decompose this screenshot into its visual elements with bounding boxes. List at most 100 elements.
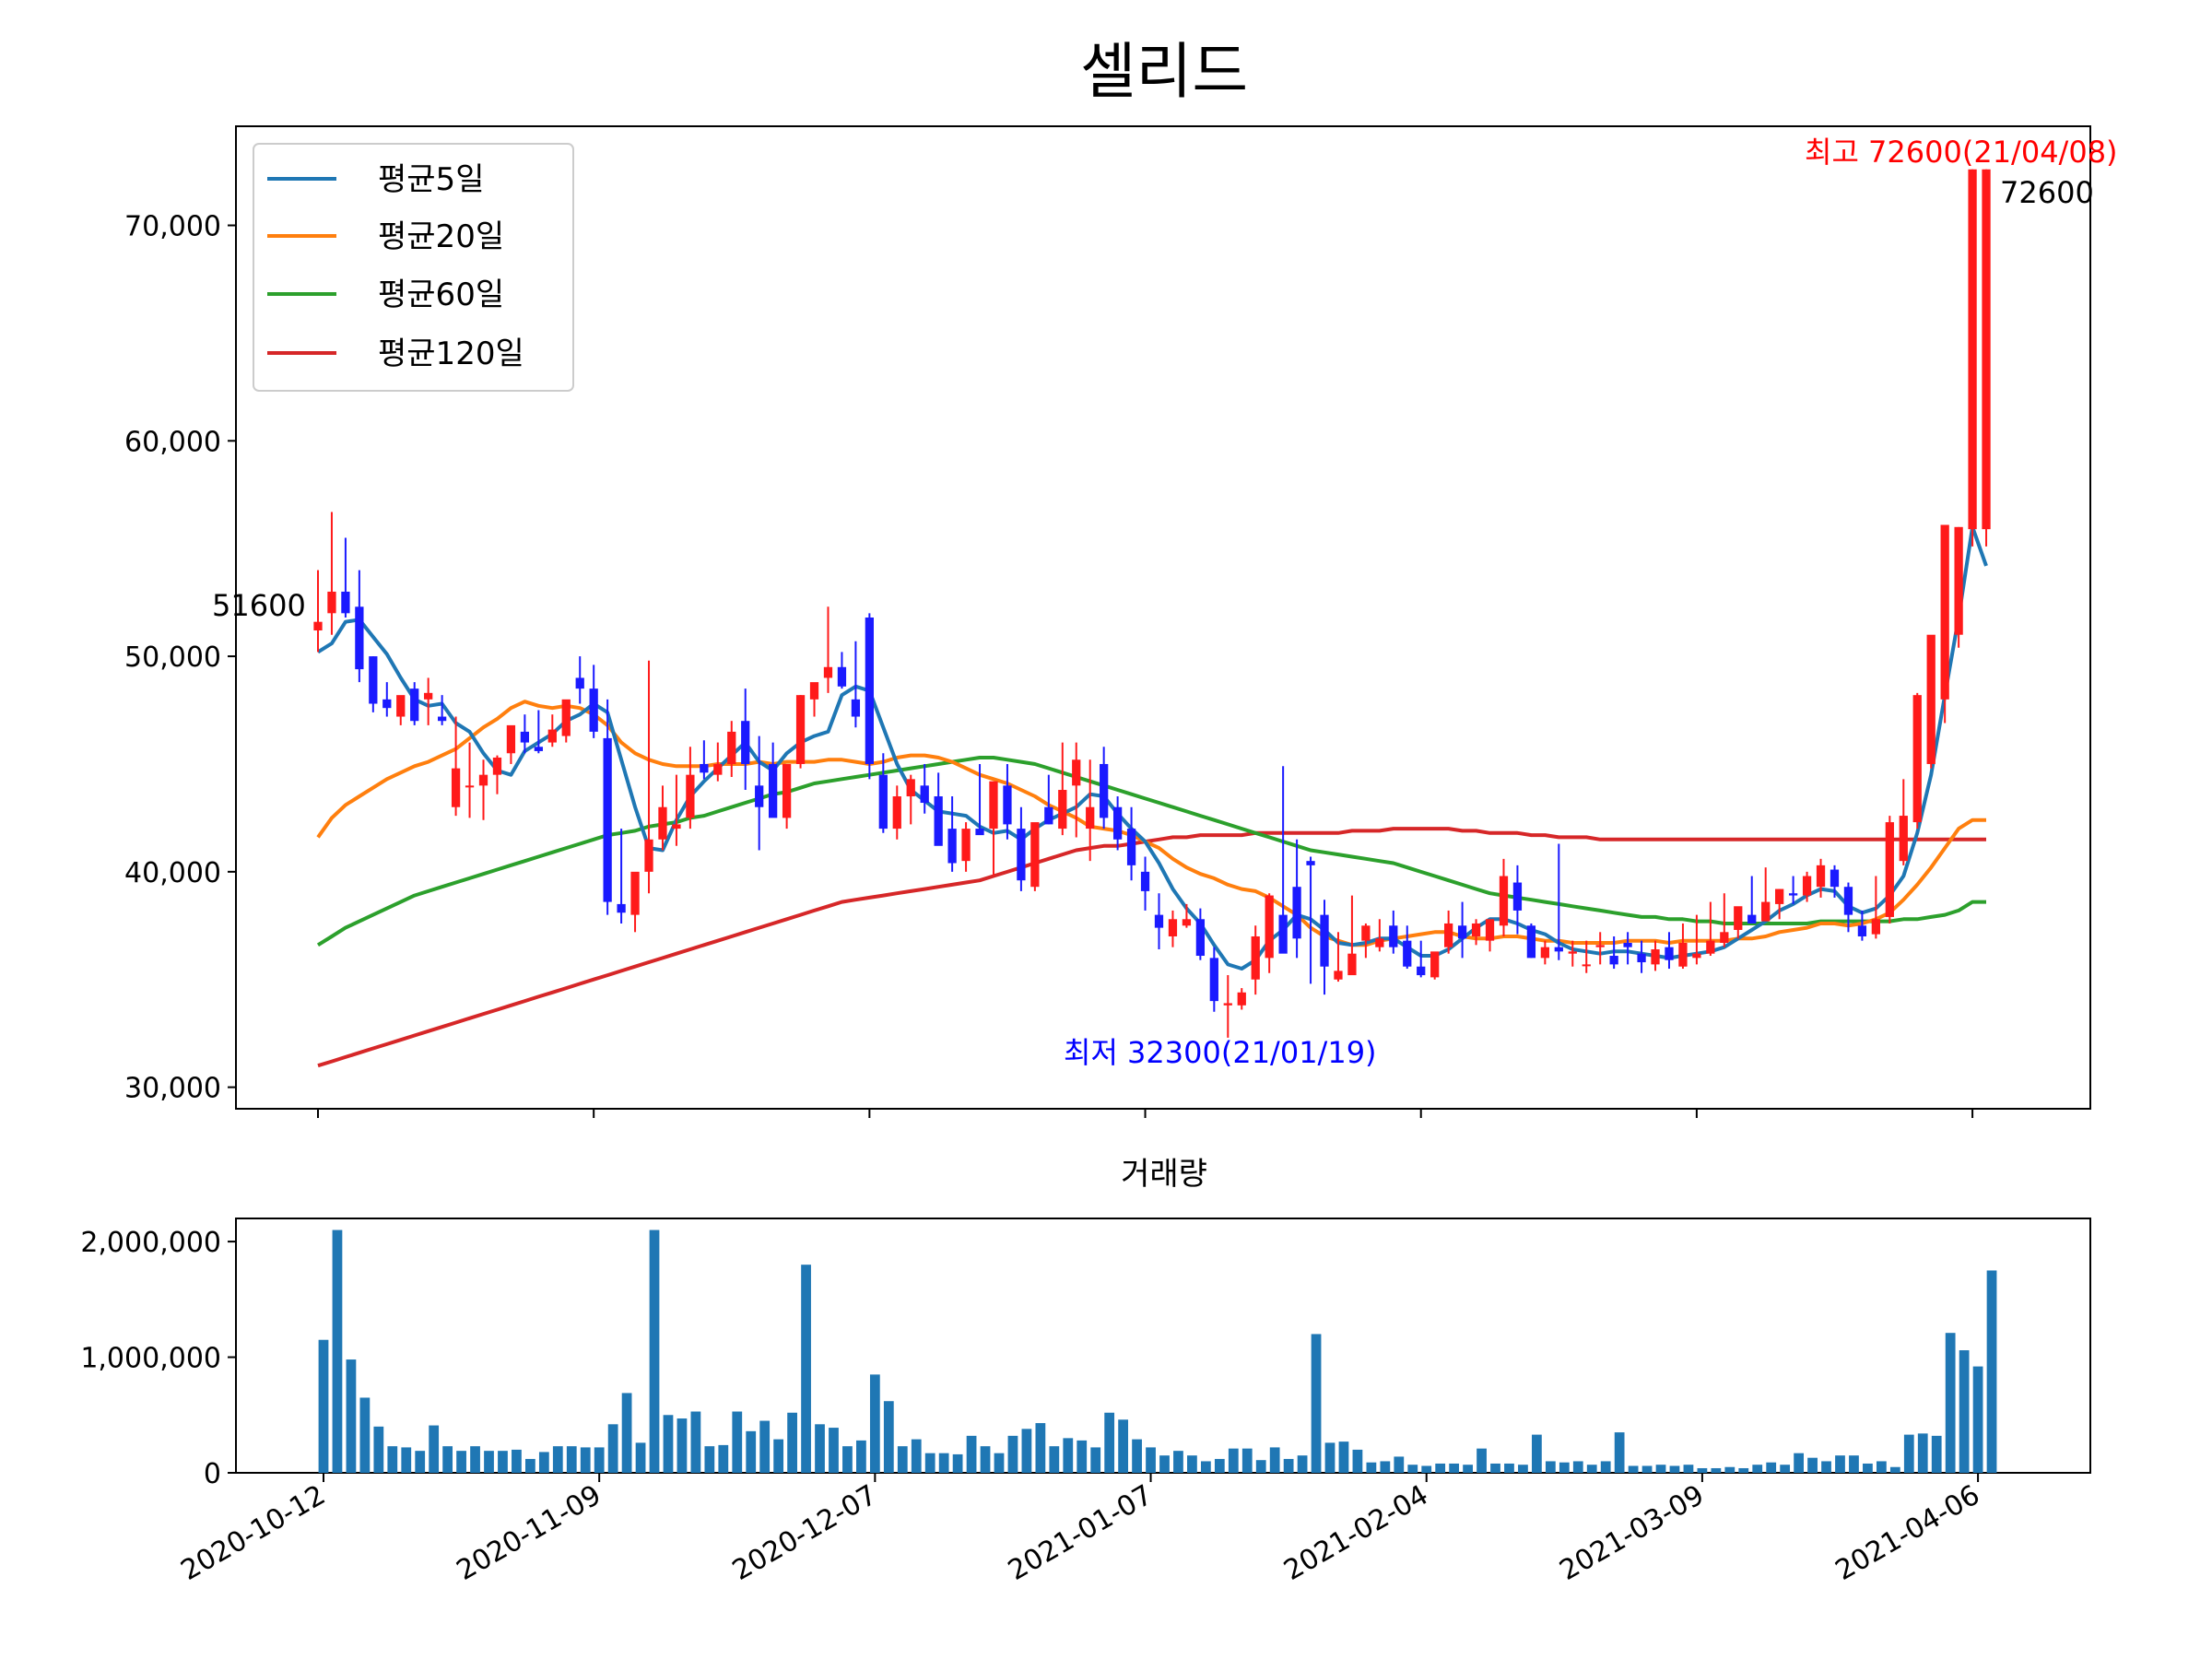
candle-93 bbox=[1595, 932, 1605, 965]
volume-bar-81 bbox=[1435, 1463, 1446, 1473]
candle-body-49 bbox=[989, 781, 998, 830]
candle-body-108 bbox=[1802, 876, 1812, 896]
candle-body-98 bbox=[1665, 947, 1674, 960]
candle-57 bbox=[1100, 747, 1109, 830]
candle-59 bbox=[1126, 806, 1136, 881]
volume-plot-frame bbox=[235, 1218, 2091, 1474]
legend-box bbox=[253, 143, 574, 392]
volume-bar-7 bbox=[415, 1451, 426, 1473]
candle-body-103 bbox=[1734, 906, 1743, 930]
candle-body-89 bbox=[1540, 947, 1549, 959]
volume-bar-4 bbox=[373, 1426, 384, 1473]
volume-bar-3 bbox=[359, 1397, 371, 1473]
candle-body-70 bbox=[1278, 914, 1288, 954]
legend-item-ma5: 평균5일 bbox=[267, 161, 484, 198]
candle-8 bbox=[424, 677, 433, 725]
candle-body-35 bbox=[795, 695, 806, 764]
candle-69 bbox=[1265, 893, 1274, 973]
volume-bar-50 bbox=[1007, 1435, 1018, 1473]
candle-54 bbox=[1058, 742, 1067, 836]
volume-bar-19 bbox=[580, 1447, 591, 1473]
x-axis: 2020-10-12 2020-11-09 2020-12-07 2021-01-07… bbox=[176, 1109, 1985, 1587]
volume-bar-57 bbox=[1104, 1412, 1115, 1473]
candle-body-116 bbox=[1912, 695, 1922, 823]
candle-56 bbox=[1086, 759, 1095, 862]
volume-bar-25 bbox=[663, 1415, 674, 1473]
volume-bar-37 bbox=[829, 1428, 839, 1473]
candle-body-2 bbox=[341, 591, 350, 614]
candle-body-84 bbox=[1471, 923, 1481, 936]
candle-107 bbox=[1788, 876, 1798, 904]
candle-body-91 bbox=[1568, 951, 1577, 954]
x-tick-label-1: 2020-11-09 bbox=[452, 1479, 606, 1587]
candle-3 bbox=[355, 570, 364, 683]
volume-bar-102 bbox=[1724, 1466, 1735, 1473]
candle-95 bbox=[1623, 932, 1632, 965]
legend-item-ma60: 평균60일 bbox=[267, 276, 504, 313]
candle-body-77 bbox=[1375, 938, 1384, 947]
volume-bar-31 bbox=[746, 1430, 757, 1473]
candle-22 bbox=[617, 829, 626, 924]
candle-body-96 bbox=[1637, 953, 1646, 963]
candle-94 bbox=[1609, 935, 1618, 970]
x-tick-label-3: 2021-01-07 bbox=[1003, 1479, 1158, 1587]
volume-bar-114 bbox=[1889, 1466, 1900, 1473]
candle-body-26 bbox=[672, 824, 681, 830]
x-tick-label-2: 2020-12-07 bbox=[727, 1479, 882, 1587]
candle-71 bbox=[1292, 839, 1301, 959]
candle-90 bbox=[1554, 843, 1563, 960]
candle-113 bbox=[1871, 876, 1881, 939]
volume-bar-117 bbox=[1931, 1435, 1942, 1473]
volume-bar-72 bbox=[1311, 1334, 1322, 1473]
volume-bar-17 bbox=[552, 1446, 563, 1473]
volume-bar-23 bbox=[635, 1442, 646, 1473]
candle-41 bbox=[878, 753, 888, 833]
volume-bar-79 bbox=[1407, 1465, 1418, 1473]
volume-bar-32 bbox=[759, 1420, 771, 1473]
candle-body-61 bbox=[1154, 914, 1164, 928]
volume-bar-97 bbox=[1655, 1465, 1666, 1473]
volume-bar-115 bbox=[1903, 1434, 1914, 1473]
candle-46 bbox=[947, 796, 957, 872]
candle-body-8 bbox=[424, 692, 433, 700]
volume-bar-9 bbox=[442, 1446, 453, 1473]
volume-bar-99 bbox=[1683, 1465, 1694, 1473]
volume-bar-41 bbox=[883, 1401, 894, 1473]
volume-bar-90 bbox=[1559, 1462, 1570, 1473]
candle-91 bbox=[1568, 940, 1577, 967]
candle-body-67 bbox=[1237, 992, 1246, 1006]
legend-item-ma120: 평균120일 bbox=[267, 335, 524, 372]
volume-bar-49 bbox=[994, 1453, 1005, 1473]
candle-body-57 bbox=[1100, 763, 1109, 818]
candle-body-55 bbox=[1072, 759, 1081, 786]
candle-102 bbox=[1720, 893, 1729, 947]
annotation-last-close: 72600 bbox=[2000, 175, 2094, 210]
candle-117 bbox=[1926, 634, 1936, 769]
candle-body-18 bbox=[561, 699, 571, 736]
moving-average-ma60 bbox=[316, 756, 1986, 947]
candle-body-110 bbox=[1830, 869, 1840, 888]
volume-bar-1 bbox=[332, 1230, 343, 1473]
volume-bar-40 bbox=[869, 1374, 880, 1473]
candle-body-88 bbox=[1526, 925, 1536, 959]
candle-body-42 bbox=[892, 796, 901, 830]
candle-14 bbox=[506, 724, 516, 764]
candle-body-114 bbox=[1885, 822, 1894, 917]
candle-body-58 bbox=[1112, 806, 1123, 840]
candle-6 bbox=[396, 695, 406, 725]
candle-109 bbox=[1816, 858, 1826, 898]
candle-32 bbox=[755, 735, 764, 851]
volume-bar-116 bbox=[1917, 1433, 1928, 1473]
candle-12 bbox=[478, 759, 488, 820]
candle-body-68 bbox=[1251, 935, 1260, 980]
volume-bar-16 bbox=[538, 1452, 549, 1473]
volume-bar-112 bbox=[1863, 1463, 1873, 1473]
volume-bar-107 bbox=[1794, 1453, 1804, 1473]
candle-83 bbox=[1457, 901, 1467, 959]
candle-64 bbox=[1195, 908, 1206, 960]
candle-body-99 bbox=[1678, 942, 1688, 967]
candle-78 bbox=[1389, 910, 1398, 954]
candle-body-102 bbox=[1720, 932, 1729, 943]
candle-74 bbox=[1334, 932, 1343, 982]
candle-98 bbox=[1665, 932, 1674, 970]
